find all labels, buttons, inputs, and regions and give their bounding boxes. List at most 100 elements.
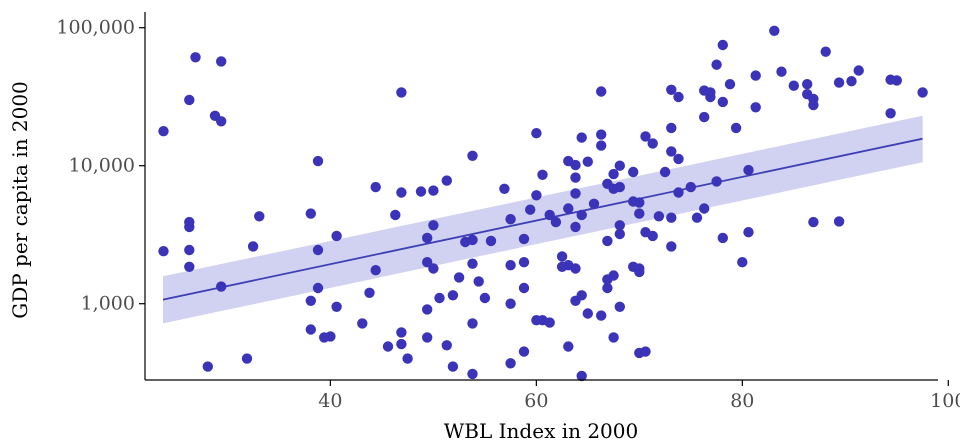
data-point	[428, 220, 439, 231]
data-point	[640, 346, 651, 357]
data-point	[640, 131, 651, 142]
data-point	[396, 87, 407, 98]
data-point	[325, 331, 336, 342]
data-point	[614, 220, 625, 231]
x-tick-label: 60	[524, 390, 548, 412]
data-point	[711, 176, 722, 187]
data-point	[447, 361, 459, 372]
data-point	[614, 160, 625, 171]
data-point	[602, 235, 613, 247]
data-point	[917, 87, 928, 98]
data-point	[428, 263, 439, 274]
data-point	[434, 292, 445, 304]
data-point	[717, 232, 728, 244]
data-point	[563, 341, 574, 352]
data-point	[364, 287, 375, 298]
data-point	[422, 232, 433, 244]
y-tick-label: 100,000	[56, 17, 135, 39]
data-point	[544, 209, 555, 221]
data-point	[833, 216, 845, 227]
data-point	[428, 185, 439, 196]
fit-line	[162, 137, 923, 301]
data-point	[537, 169, 548, 180]
data-point	[467, 258, 478, 269]
data-point	[846, 76, 857, 87]
data-point	[737, 257, 748, 268]
data-point	[570, 172, 581, 183]
data-point	[666, 122, 677, 134]
data-point	[769, 25, 780, 36]
data-point	[467, 368, 478, 380]
data-point	[891, 75, 902, 86]
data-point	[390, 209, 401, 221]
x-tick-label: 80	[730, 390, 754, 412]
data-point	[357, 318, 368, 329]
data-point	[305, 295, 316, 306]
data-point	[653, 211, 665, 222]
data-point	[596, 86, 607, 97]
data-point	[190, 52, 201, 63]
data-point	[441, 175, 452, 186]
data-point	[570, 263, 581, 274]
x-tick-label: 100	[930, 390, 960, 412]
data-point	[422, 304, 433, 315]
data-point	[711, 59, 722, 70]
data-point	[647, 230, 658, 242]
data-point	[608, 168, 619, 180]
data-point	[750, 70, 761, 81]
data-point	[570, 221, 581, 233]
data-point	[241, 353, 253, 364]
data-point	[588, 198, 600, 209]
data-point	[853, 65, 864, 76]
data-point	[614, 301, 625, 312]
data-point	[312, 282, 324, 294]
data-point	[467, 318, 478, 329]
data-point	[305, 208, 316, 219]
data-point	[184, 261, 195, 272]
data-point	[666, 241, 677, 252]
data-point	[576, 132, 587, 143]
data-point	[370, 181, 381, 193]
data-point	[705, 91, 716, 103]
data-point	[717, 39, 728, 51]
data-point	[505, 214, 516, 225]
data-point	[833, 77, 845, 88]
data-point	[596, 140, 607, 151]
data-point	[396, 187, 407, 198]
data-point	[563, 203, 574, 214]
data-point	[614, 181, 625, 193]
data-point	[396, 338, 407, 350]
data-point	[254, 211, 265, 222]
data-point	[647, 138, 658, 149]
data-point	[402, 353, 413, 364]
data-point	[666, 84, 677, 96]
data-point	[628, 166, 639, 178]
data-point	[312, 244, 324, 256]
data-point	[184, 244, 195, 256]
data-point	[659, 166, 671, 178]
data-point	[473, 276, 484, 287]
data-point	[808, 99, 819, 111]
data-point	[396, 327, 407, 338]
data-point	[550, 216, 562, 228]
data-point	[556, 251, 568, 262]
data-point	[743, 164, 754, 176]
data-point	[479, 292, 491, 304]
data-point	[531, 190, 542, 201]
data-point	[602, 282, 613, 294]
data-point	[441, 340, 452, 351]
data-point	[518, 282, 530, 294]
data-point	[184, 221, 195, 233]
data-point	[691, 212, 703, 223]
data-point	[608, 270, 619, 281]
data-point	[415, 186, 427, 197]
data-point	[582, 308, 593, 319]
data-point	[596, 310, 607, 321]
data-point	[505, 358, 516, 369]
data-point	[518, 346, 530, 357]
data-point	[634, 197, 645, 208]
data-point	[544, 317, 555, 328]
data-point	[634, 208, 645, 219]
data-point	[370, 265, 381, 276]
data-point	[453, 272, 465, 283]
